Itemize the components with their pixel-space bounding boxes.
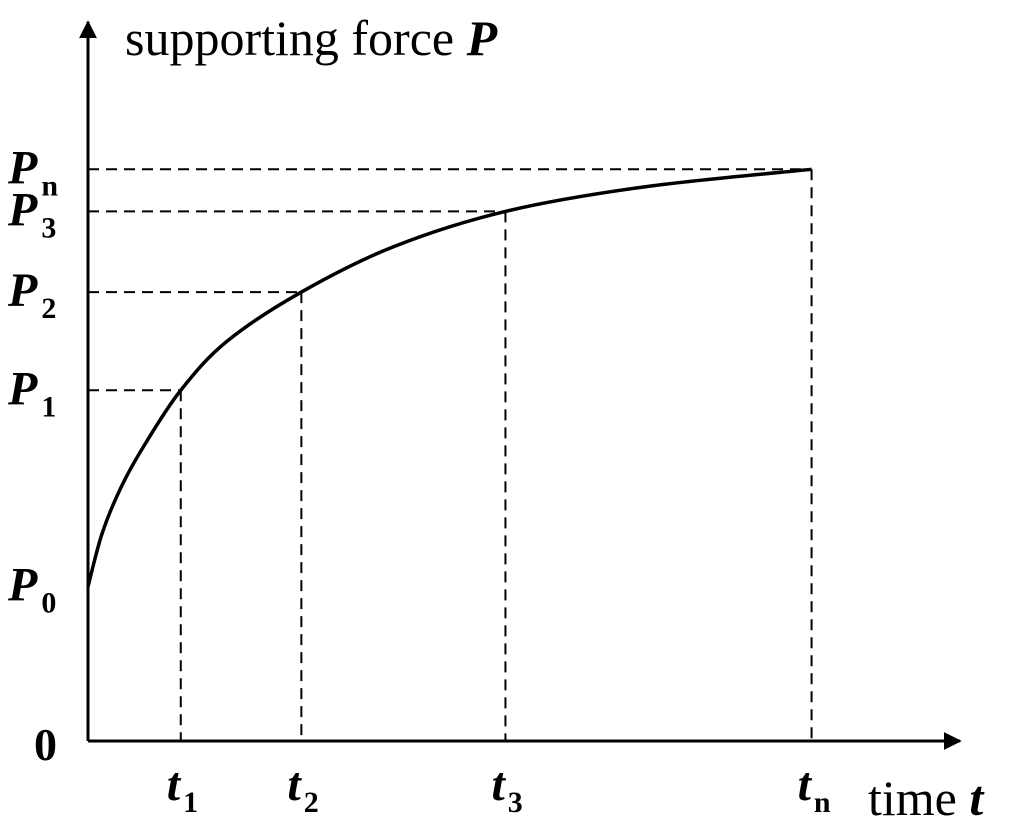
origin-label: 0 bbox=[34, 719, 57, 770]
x-axis-label: time t bbox=[868, 770, 985, 826]
guide-lines bbox=[88, 168, 813, 741]
y-tick-labels: P 0 P 1 P 2 P 3P n bbox=[7, 141, 58, 619]
series-line bbox=[86, 167, 812, 588]
y-axis-label: supporting force P bbox=[125, 10, 498, 66]
